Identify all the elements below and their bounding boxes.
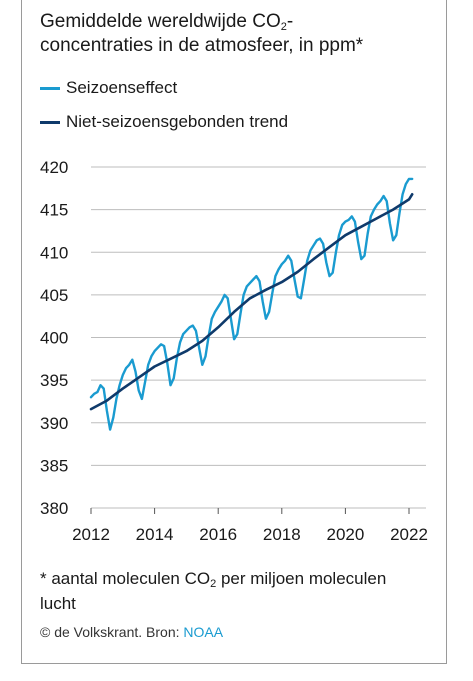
y-tick-label-390: 390 [40, 414, 68, 433]
legend-label-seasonal: Seizoenseffect [66, 78, 178, 97]
chart-frame [21, 0, 447, 664]
y-tick-label-395: 395 [40, 371, 68, 390]
source-credit: © de Volkskrant. Bron: NOAA [40, 624, 224, 640]
x-tick-label-2016: 2016 [199, 525, 237, 544]
legend-swatch-seasonal [40, 86, 60, 90]
footnote: * aantal moleculen CO2 per miljoen molec… [40, 569, 387, 613]
trend-line [89, 193, 414, 411]
legend-label-trend: Niet-seizoensgebonden trend [66, 112, 289, 131]
x-axis-tick-labels: 2012 2014 2016 2018 2020 2022 [72, 508, 428, 544]
legend-swatch-trend [40, 120, 60, 124]
y-tick-label-385: 385 [40, 456, 68, 475]
gridlines [91, 166, 426, 509]
seasonal-line [89, 177, 414, 431]
y-tick-label-420: 420 [40, 158, 68, 177]
x-tick-label-2020: 2020 [326, 525, 364, 544]
y-axis-tick-labels: 380 385 390 395 400 405 410 415 420 [40, 158, 68, 518]
source-link-noaa[interactable]: NOAA [183, 624, 224, 640]
y-tick-label-415: 415 [40, 201, 68, 220]
series-lines [89, 177, 414, 431]
x-tick-label-2014: 2014 [136, 525, 174, 544]
chart-title: Gemiddelde wereldwijde CO2- concentratie… [40, 11, 364, 56]
x-tick-label-2012: 2012 [72, 525, 110, 544]
x-tick-label-2022: 2022 [390, 525, 428, 544]
legend-item-trend: Niet-seizoensgebonden trend [40, 111, 288, 133]
y-tick-label-380: 380 [40, 499, 68, 518]
y-tick-label-410: 410 [40, 243, 68, 262]
x-tick-label-2018: 2018 [263, 525, 301, 544]
y-tick-label-405: 405 [40, 286, 68, 305]
y-tick-label-400: 400 [40, 329, 68, 348]
legend-item-seasonal: Seizoenseffect [40, 77, 177, 99]
